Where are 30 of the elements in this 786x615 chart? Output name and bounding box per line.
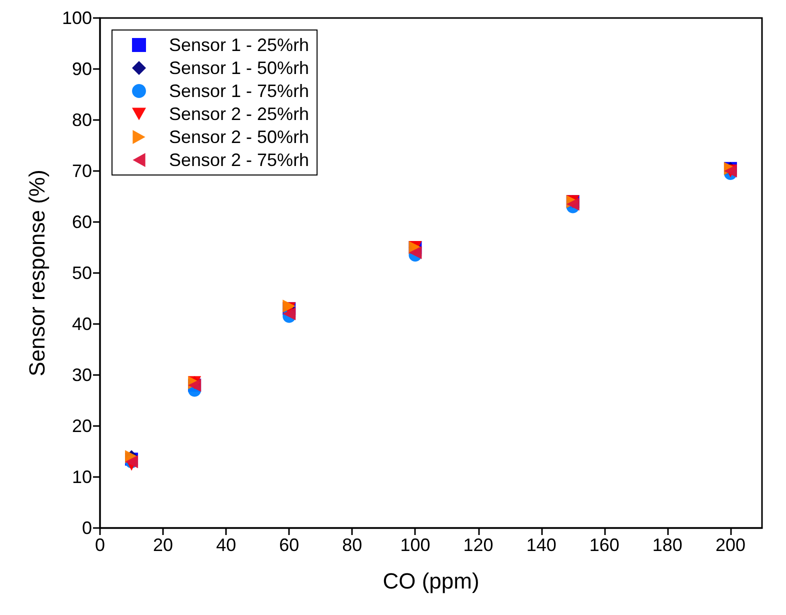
legend-label: Sensor 2 - 75%rh [169, 150, 310, 170]
legend-label: Sensor 2 - 25%rh [169, 104, 310, 124]
y-tick-label: 20 [72, 416, 92, 436]
x-tick-label: 120 [463, 535, 494, 555]
y-tick-label: 60 [72, 212, 92, 232]
y-tick-label: 70 [72, 161, 92, 181]
x-tick-label: 80 [342, 535, 362, 555]
y-tick-label: 30 [72, 365, 92, 385]
legend-label: Sensor 2 - 50%rh [169, 127, 310, 147]
x-tick-label: 180 [652, 535, 682, 555]
x-tick-label: 100 [400, 535, 430, 555]
y-tick-label: 50 [72, 263, 92, 283]
y-tick-label: 100 [62, 8, 92, 28]
y-tick-label: 40 [72, 314, 92, 334]
x-tick-label: 40 [216, 535, 236, 555]
x-tick-label: 160 [589, 535, 620, 555]
x-tick-label: 200 [715, 535, 746, 555]
y-tick-label: 90 [72, 59, 92, 79]
legend-label: Sensor 1 - 50%rh [169, 58, 310, 78]
y-tick-label: 10 [72, 467, 92, 487]
x-tick-label: 60 [279, 535, 300, 555]
y-tick-label: 0 [82, 518, 92, 538]
legend-label: Sensor 1 - 75%rh [169, 81, 310, 101]
y-tick-label: 80 [72, 110, 92, 130]
x-tick-label: 0 [94, 535, 106, 555]
y-axis-title: Sensor response (%) [24, 170, 50, 376]
x-axis-title: CO (ppm) [382, 568, 480, 594]
x-tick-label: 140 [526, 535, 556, 555]
legend-label: Sensor 1 - 25%rh [169, 35, 310, 55]
x-tick-label: 20 [153, 535, 174, 555]
